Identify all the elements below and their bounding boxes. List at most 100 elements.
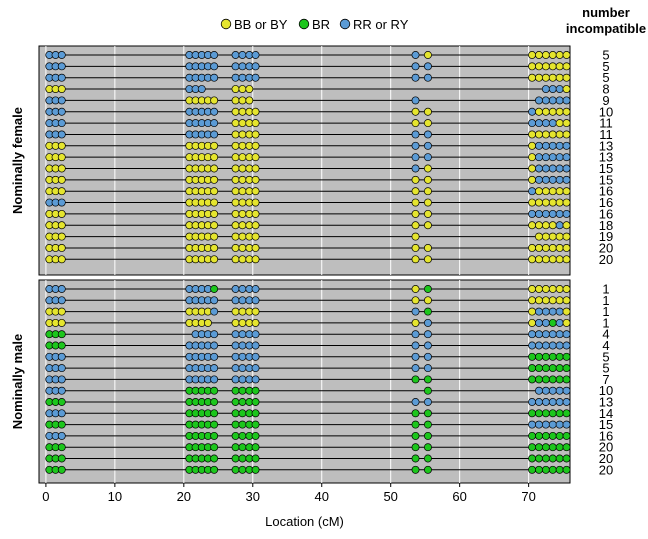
panel-1-row-8-genotype-point-9	[231, 130, 240, 139]
panel-2-row-11-genotype-point-17	[541, 398, 550, 406]
panel-1-row-19-genotype-point-19	[555, 255, 564, 264]
panel-2-row-1-genotype-point-12	[251, 285, 260, 293]
panel-2-row-7-genotype-point-14	[423, 352, 432, 361]
panel-1-row-15-genotype-point-10	[238, 209, 247, 218]
panel-2-row-6-genotype-point-15	[528, 341, 537, 350]
panel-2-row-12-genotype-point-17	[541, 409, 550, 418]
panel-1-row-3-genotype-point-16	[535, 73, 543, 82]
panel-2-row-16-genotype-point-8	[210, 454, 219, 463]
panel-2-row-7-genotype-point-15	[528, 352, 537, 361]
panel-2-row-5-genotype-point-20	[562, 330, 571, 339]
panel-2-row-5-genotype-point-15	[528, 330, 537, 339]
panel-1-row-19-genotype-point-18	[548, 255, 557, 264]
panel-1-row-3-genotype-point-18	[548, 73, 557, 82]
panel-2-row-1-genotype-point-8	[210, 285, 219, 293]
panel-2-row-15-genotype-point-10	[238, 443, 247, 452]
panel-1-row-10-genotype-point-13	[411, 153, 420, 162]
panel-1-row-17-genotype-point-9	[231, 232, 240, 241]
panel-1-row-8-genotype-point-20	[562, 130, 571, 139]
panel-2-row-15-genotype-point-8	[210, 443, 219, 452]
panel-1-row-16-genotype-point-10	[238, 221, 247, 230]
panel-2-row-1-genotype-point-14	[423, 285, 432, 293]
legend-label-1: BB or BY	[234, 17, 288, 32]
panel-1-row-15-genotype-point-17	[541, 209, 550, 218]
panel-1-row-14-genotype-point-16	[535, 198, 543, 207]
panel-2-row-8-genotype-point-15	[528, 364, 537, 373]
panel-2-row-8-genotype-point-8	[210, 364, 219, 373]
panel-2-row-11-genotype-point-9	[231, 398, 240, 406]
panel-1-row-9-genotype-point-16	[535, 141, 543, 150]
panel-1-row-11-genotype-point-17	[541, 164, 550, 173]
panel-2-row-10-genotype-point-8	[210, 386, 219, 395]
panel-2-row-8-genotype-point-19	[555, 364, 564, 373]
panel-2-row-16-genotype-point-3	[57, 454, 66, 463]
panel-2-row-2-genotype-point-14	[423, 296, 432, 305]
panel-1-row-4-genotype-point-11	[245, 85, 254, 94]
panel-2-row-3-genotype-point-8	[210, 307, 219, 316]
panel-1-row-4-genotype-point-20	[562, 85, 571, 94]
panel-1-row-3-genotype-point-20	[562, 73, 571, 82]
panel-2-row-17-genotype-point-20	[562, 465, 571, 474]
panel-2-row-17-genotype-point-12	[251, 465, 260, 474]
panel-1-row-12-number-incompatible: 15	[599, 172, 613, 187]
panel-2-row-13-genotype-point-8	[210, 420, 219, 429]
panel-1-row-13-genotype-point-20	[562, 187, 571, 196]
panel-2-row-14-genotype-point-18	[548, 431, 557, 440]
panel-2-row-6-genotype-point-13	[411, 341, 420, 350]
panel-2-row-7-genotype-point-19	[555, 352, 564, 361]
panel-1-row-13-number-incompatible: 16	[599, 184, 613, 199]
panel-2-row-14-genotype-point-12	[251, 431, 260, 440]
panel-2-row-10-genotype-point-3	[57, 386, 66, 395]
panel-1-row-18-genotype-point-20	[562, 243, 571, 252]
panel-1-row-19-genotype-point-8	[210, 255, 219, 264]
panel-1-row-5-genotype-point-17	[541, 96, 550, 105]
panel-2-label: Nominally male	[10, 334, 25, 429]
panel-2-row-2-genotype-point-3	[57, 296, 66, 305]
panel-2-row-14-genotype-point-17	[541, 431, 550, 440]
panel-1-row-6-genotype-point-14	[423, 107, 432, 116]
panel-1-row-7-genotype-point-14	[423, 119, 432, 128]
panel-1-row-6-genotype-point-3	[57, 107, 66, 116]
panel-1-row-13-genotype-point-13	[411, 187, 420, 196]
panel-2-row-8-genotype-point-16	[535, 364, 543, 373]
panel-1-row-12-genotype-point-14	[423, 175, 432, 184]
panel-2-row-11-genotype-point-3	[57, 398, 66, 406]
x-tick-label-1: 0	[42, 489, 49, 504]
panel-2-row-15-genotype-point-20	[562, 443, 571, 452]
panel-1-row-19-genotype-point-9	[231, 255, 240, 264]
panel-2-row-2-number-incompatible: 1	[602, 293, 609, 308]
panel-2-row-1-genotype-point-16	[535, 285, 543, 293]
panel-1-row-3-genotype-point-8	[210, 73, 219, 82]
panel-1-row-12-genotype-point-12	[251, 175, 260, 184]
panel-2-row-4-genotype-point-15	[528, 318, 537, 327]
panel-1-row-6-number-incompatible: 10	[599, 104, 613, 119]
panel-2-row-3-genotype-point-15	[528, 307, 537, 316]
panel-2-row-4-genotype-point-10	[238, 318, 247, 327]
panel-2-row-2-genotype-point-8	[210, 296, 219, 305]
panel-2-row-7-genotype-point-12	[251, 352, 260, 361]
panel-2-row-3-genotype-point-14	[423, 307, 432, 316]
panel-1-row-16-genotype-point-16	[535, 221, 543, 230]
panel-2-row-1-genotype-point-19	[555, 285, 564, 293]
panel-1-row-12-genotype-point-17	[541, 175, 550, 184]
panel-2-row-4-genotype-point-9	[231, 318, 240, 327]
panel-1-row-9-genotype-point-15	[528, 141, 537, 150]
panel-1-row-18-genotype-point-16	[535, 243, 543, 252]
panel-1-row-1-genotype-point-8	[210, 51, 219, 59]
panel-2-row-9-genotype-point-19	[555, 375, 564, 384]
panel-1-row-10-genotype-point-18	[548, 153, 557, 162]
panel-1-row-6-genotype-point-13	[411, 107, 420, 116]
panel-1-row-17-genotype-point-10	[238, 232, 247, 241]
panel-2-row-13-genotype-point-20	[562, 420, 571, 429]
panel-2-row-5-genotype-point-8	[210, 330, 219, 339]
panel-2-row-7-genotype-point-8	[210, 352, 219, 361]
panel-1-row-19-genotype-point-15	[528, 255, 537, 264]
panel-1-row-9-genotype-point-14	[423, 141, 432, 150]
panel-1-row-8-genotype-point-12	[251, 130, 260, 139]
panel-1-row-14-genotype-point-19	[555, 198, 564, 207]
panel-2-row-4-genotype-point-13	[411, 318, 420, 327]
panel-1-row-9-genotype-point-17	[541, 141, 550, 150]
panel-1-row-3-genotype-point-12	[251, 73, 260, 82]
incompatible-header-line-1: number	[582, 5, 630, 20]
